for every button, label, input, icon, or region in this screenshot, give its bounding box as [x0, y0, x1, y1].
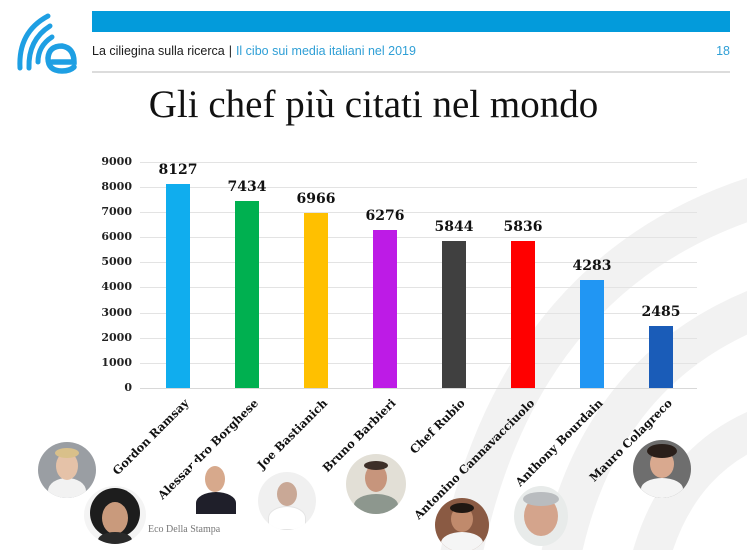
x-axis-label: Joe Bastianich: [254, 396, 330, 472]
chef-photo-gordon-ramsay: [38, 442, 96, 498]
gridline: [140, 237, 697, 238]
gridline: [140, 212, 697, 213]
gridline: [140, 262, 697, 263]
value-label: 2485: [641, 304, 681, 320]
y-tick-label: 8000: [101, 180, 132, 193]
y-tick-label: 0: [124, 381, 132, 394]
header-right-text: Il cibo sui media italiani nel 2019: [235, 44, 416, 58]
bar-alessandro-borghese: [235, 201, 259, 388]
value-label: 8127: [158, 162, 198, 178]
header-subtitle: La ciliegina sulla ricerca | Il cibo sui…: [92, 40, 730, 62]
chef-photo-antonino-cannavacciuolo: [435, 498, 489, 550]
image-credit: Eco Della Stampa: [148, 524, 221, 535]
chef-photo-joe-bastianich: [192, 462, 240, 514]
y-tick-label: 6000: [101, 230, 132, 243]
y-tick-label: 4000: [101, 280, 132, 293]
y-tick-label: 2000: [101, 331, 132, 344]
y-tick-label: 1000: [101, 356, 132, 369]
chef-photo-alessandro-borghese: [84, 486, 146, 544]
gridline: [140, 162, 697, 163]
chef-photo-bruno-barbieri: [258, 472, 316, 530]
gridline: [140, 388, 697, 389]
chef-photo-anthony-bourdain: [514, 486, 568, 546]
page-title: Gli chef più citati nel mondo: [148, 83, 599, 126]
value-label: 5836: [503, 219, 543, 235]
value-label: 7434: [227, 179, 267, 195]
gridline: [140, 287, 697, 288]
gridline: [140, 363, 697, 364]
logo-icon: [17, 13, 77, 74]
x-axis-label: Chef Rubio: [407, 396, 468, 457]
value-label: 4283: [572, 258, 612, 274]
y-tick-label: 9000: [101, 155, 132, 168]
gridline: [140, 187, 697, 188]
gridline: [140, 338, 697, 339]
bar-anthony-bourdain: [580, 280, 604, 388]
header-left-text: La ciliegina sulla ricerca: [92, 44, 225, 58]
value-label: 6276: [365, 208, 405, 224]
y-tick-label: 5000: [101, 255, 132, 268]
bar-chef-rubio: [442, 241, 466, 388]
value-label: 5844: [434, 219, 474, 235]
header-bar: [92, 11, 730, 32]
value-label: 6966: [296, 191, 336, 207]
bar-bruno-barbieri: [373, 230, 397, 388]
bar-joe-bastianich: [304, 213, 328, 388]
y-tick-label: 7000: [101, 205, 132, 218]
chef-photo-chef-rubio: [346, 454, 406, 514]
page-number: 18: [716, 44, 730, 58]
bar-mauro-colagreco: [649, 326, 673, 388]
y-tick-label: 3000: [101, 306, 132, 319]
gridline: [140, 313, 697, 314]
bar-antonino-cannavacciuolo: [511, 241, 535, 388]
bar-gordon-ramsay: [166, 184, 190, 388]
chef-photo-mauro-colagreco: [633, 440, 691, 498]
header-divider: [92, 71, 730, 73]
header-separator: |: [228, 44, 232, 58]
